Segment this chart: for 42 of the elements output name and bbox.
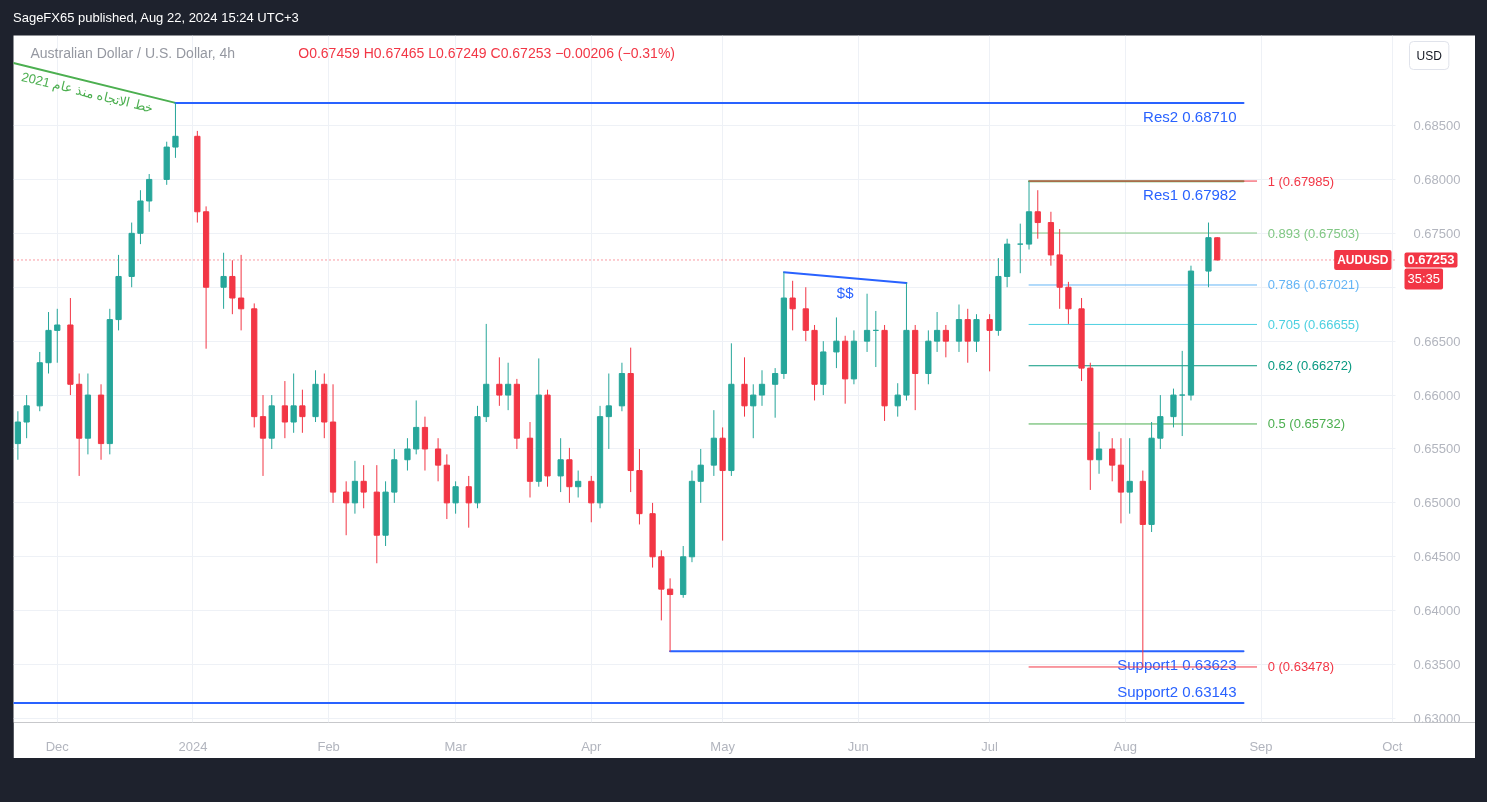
series-label: Support2 0.63143 (1117, 683, 1237, 701)
x-tick-label: Feb (317, 738, 340, 754)
x-tick-label: Jun (847, 738, 869, 754)
x-tick-label: 2024 (178, 738, 208, 754)
annotation: USD (1416, 48, 1443, 63)
x-tick-label: Dec (45, 738, 70, 754)
series-label: 1 (0.67985) (1267, 173, 1335, 189)
y-tick-label: 0.65000 (1413, 495, 1461, 511)
annotation: 35:35 (1407, 271, 1441, 287)
x-tick-label: Jul (981, 738, 999, 754)
annotation: 0.67253 (1407, 252, 1455, 268)
y-tick-label: 0.67500 (1413, 225, 1461, 241)
x-tick-label: Apr (581, 738, 603, 754)
y-tick-label: 0.68000 (1413, 171, 1461, 187)
y-tick-label: 0.63000 (1413, 711, 1461, 727)
y-tick-label: 0.65500 (1413, 441, 1461, 457)
y-tick-label: 0.63500 (1413, 657, 1461, 673)
ref-line-label: AUDUSD (1337, 252, 1389, 267)
series-label: 0.893 (0.67503) (1267, 225, 1360, 241)
x-tick-label: Oct (1382, 738, 1403, 754)
series-label: 0.62 (0.66272) (1267, 358, 1353, 374)
y-tick-label: 0.68500 (1413, 118, 1461, 134)
x-tick-label: Sep (1249, 738, 1273, 754)
series-label: $$ (836, 283, 855, 301)
series-label: 0 (0.63478) (1267, 659, 1335, 675)
y-tick-label: 0.64500 (1413, 549, 1461, 565)
series-label: 0.786 (0.67021) (1267, 277, 1360, 293)
y-tick-label: 0.66000 (1413, 387, 1461, 403)
x-tick-label: Aug (1113, 738, 1137, 754)
text: SageFX65 published, Aug 22, 2024 15:24 UTC+3 (12, 9, 299, 27)
text: خط الاتجاه منذ عام 2021 (19, 68, 155, 117)
series-label: 0.5 (0.65732) (1267, 416, 1345, 432)
y-tick-label: 0.66500 (1413, 333, 1461, 349)
x-tick-label: May (710, 738, 736, 754)
annotation: Res1 0.67982 (1143, 186, 1237, 204)
text: Australian Dollar / U.S. Dollar, 4h (30, 44, 236, 61)
text: O0.67459 H0.67465 L0.67249 C0.67253 −0.00206 (−0.31%) (298, 44, 675, 61)
x-tick-label: Mar (444, 738, 468, 754)
series-label: Res2 0.68710 (1143, 107, 1237, 125)
series-label: Support1 0.63623 (1117, 656, 1237, 674)
y-tick-label: 0.64000 (1413, 603, 1461, 619)
series-label: 0.705 (0.66655) (1267, 316, 1360, 332)
